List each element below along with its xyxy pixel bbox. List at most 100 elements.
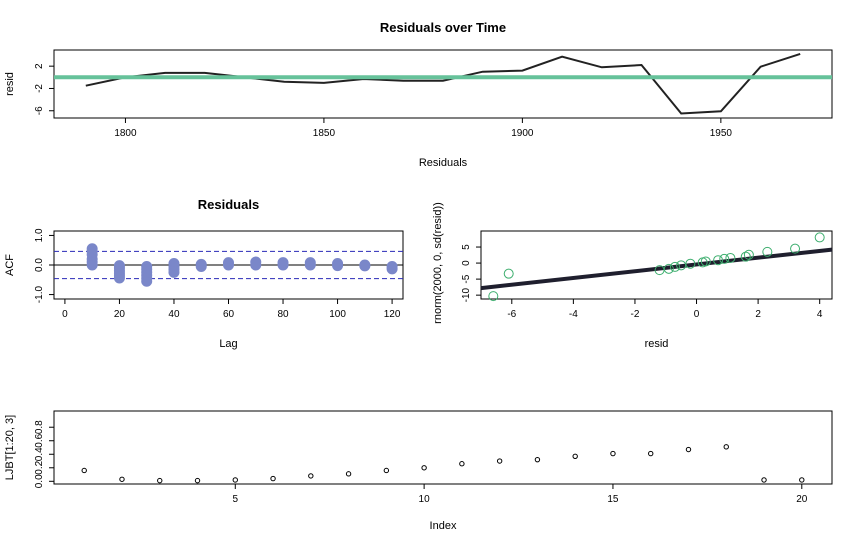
qq-point [700, 256, 711, 267]
qq-point [740, 251, 751, 262]
qq-point [814, 232, 825, 243]
x-tick-label: 40 [168, 309, 180, 320]
pvalue-point [761, 477, 767, 483]
x-tick-label: 100 [329, 309, 346, 320]
qq-point [488, 291, 499, 302]
acf-point [250, 259, 262, 271]
pvalue-point [232, 477, 238, 483]
acf-point [86, 259, 98, 271]
acf-point [113, 272, 125, 284]
x-tick-label: 0 [694, 309, 700, 320]
chart-title: Residuals over Time [380, 20, 506, 35]
x-tick-label: 2 [755, 309, 761, 320]
pvalue-point [81, 467, 87, 474]
pvalue-point [648, 450, 654, 457]
acf-point [168, 266, 180, 278]
pvalue-point [459, 461, 465, 467]
pvalue-point [610, 450, 616, 457]
y-axis-label: rnorm(2000, 0, sd(resid)) [432, 202, 444, 324]
pvalue-point [723, 444, 729, 450]
y-tick-label: -1.0 [34, 286, 45, 304]
y-tick-label: 0 [461, 260, 472, 266]
acf-panel: Residuals 0 20 40 60 80 100 120 -1.0 0.0 1.0 Lag ACF [4, 197, 404, 350]
y-tick-label: 2 [34, 63, 45, 69]
y-tick-label: -10 [461, 287, 472, 302]
plot-frame [53, 410, 833, 485]
qq-point [725, 252, 736, 263]
x-tick-label: 15 [607, 494, 619, 505]
x-tick-label: 1850 [313, 128, 336, 139]
pvalue-point [383, 467, 390, 474]
y-axis-label: LJBT[1:20, 3] [4, 415, 16, 480]
x-tick-label: 20 [796, 494, 808, 505]
x-axis-label: resid [645, 338, 669, 350]
x-tick-label: 5 [233, 494, 239, 505]
x-axis-label: Index [430, 520, 457, 532]
pvalue-point [496, 458, 503, 464]
qq-point [503, 268, 514, 279]
y-tick-label: 0.8 [34, 420, 45, 434]
y-axis-label: ACF [4, 254, 16, 276]
x-tick-label: -2 [630, 309, 639, 320]
y-tick-label: 0.0 [34, 474, 45, 488]
acf-point [386, 263, 398, 275]
pvalue-point [308, 473, 314, 479]
x-tick-label: 60 [223, 309, 235, 320]
x-tick-label: 1950 [710, 128, 733, 139]
qq-point [663, 263, 674, 274]
acf-point [195, 260, 207, 272]
qq-point [713, 255, 724, 266]
acf-point [141, 275, 153, 287]
ljungbox-panel: 5 10 15 20 0.00.20.40.60.8 Index LJBT[1:20, 3] [4, 410, 833, 532]
qq-point [762, 246, 773, 257]
x-tick-label: -6 [507, 309, 516, 320]
y-tick-label: -5 [461, 274, 472, 283]
qq-point [676, 260, 687, 271]
x-axis-label: Lag [219, 338, 237, 350]
acf-point [223, 259, 234, 271]
x-axis-label: Residuals [419, 157, 468, 169]
acf-point [277, 259, 289, 271]
plot-frame [480, 230, 833, 300]
pvalue-point [534, 456, 541, 463]
fit-line [480, 247, 833, 291]
x-tick-label: -4 [569, 309, 578, 320]
x-tick-label: 120 [384, 309, 401, 320]
chart-title: Residuals [198, 197, 259, 212]
time-series-panel: Residuals over Time 1800 1850 1900 1950 2 -2 -6… [4, 20, 833, 169]
x-tick-label: 80 [277, 309, 289, 320]
qq-panel: -6 -4 -2 0 2 4 5 0 -5 -10 resid rnorm(2000, 0, sd(r… [432, 202, 833, 350]
qq-point [719, 253, 730, 264]
y-tick-label: -2 [34, 84, 45, 93]
x-tick-label: 0 [62, 309, 68, 320]
y-tick-label: 0.4 [34, 447, 45, 461]
qq-point [743, 249, 754, 260]
acf-point [304, 259, 316, 271]
plot-frame [53, 49, 833, 119]
acf-point [359, 260, 371, 272]
x-tick-label: 10 [419, 494, 431, 505]
qq-point [790, 243, 801, 254]
pvalue-point [270, 475, 276, 482]
qq-point [669, 261, 680, 272]
pvalue-point [799, 477, 805, 483]
pvalue-point [345, 471, 352, 477]
y-tick-label: 0.0 [34, 258, 45, 272]
y-axis-label: resid [4, 72, 16, 96]
y-tick-label: 0.2 [34, 460, 45, 474]
x-tick-label: 1800 [114, 128, 137, 139]
x-tick-label: 1900 [511, 128, 534, 139]
resid-line [85, 52, 801, 115]
pvalue-point [572, 453, 578, 459]
pvalue-point [685, 446, 692, 453]
pvalue-point [421, 465, 427, 471]
pvalue-point [157, 477, 163, 484]
x-tick-label: 4 [817, 309, 823, 320]
qq-point [685, 258, 696, 269]
acf-point [332, 260, 344, 272]
y-tick-label: 0.6 [34, 433, 45, 447]
x-tick-label: 20 [114, 309, 126, 320]
y-tick-label: 1.0 [34, 228, 45, 242]
y-tick-label: -6 [34, 106, 45, 115]
pvalue-point [119, 476, 125, 482]
